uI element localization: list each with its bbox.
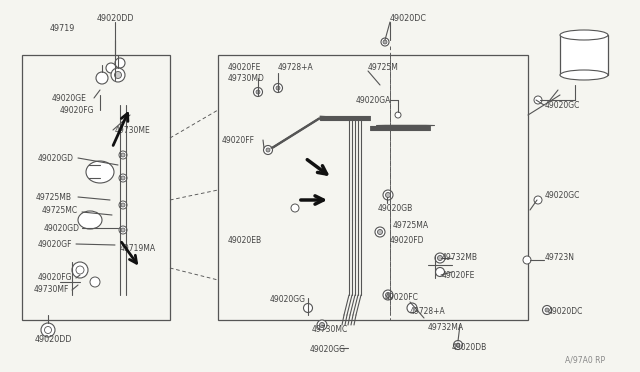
Circle shape xyxy=(121,176,125,180)
Circle shape xyxy=(276,86,280,90)
Text: 49020FG: 49020FG xyxy=(38,273,72,282)
Text: 49020FG: 49020FG xyxy=(60,106,95,115)
Text: 49020GA: 49020GA xyxy=(356,96,392,105)
Text: 49719MA: 49719MA xyxy=(120,244,156,253)
Circle shape xyxy=(383,40,387,44)
Text: 49020DB: 49020DB xyxy=(452,343,487,353)
Circle shape xyxy=(115,71,122,78)
Bar xyxy=(22,55,170,320)
Circle shape xyxy=(291,204,299,212)
Text: 49723N: 49723N xyxy=(545,253,575,263)
Text: 49730MD: 49730MD xyxy=(228,74,265,83)
Text: 49020GB: 49020GB xyxy=(378,203,413,212)
Circle shape xyxy=(545,308,549,312)
Text: 49725MB: 49725MB xyxy=(36,192,72,202)
Circle shape xyxy=(375,227,385,237)
Circle shape xyxy=(119,201,127,209)
Circle shape xyxy=(395,112,401,118)
Text: 49020GC: 49020GC xyxy=(545,190,580,199)
Text: 49020GF: 49020GF xyxy=(38,240,72,248)
Circle shape xyxy=(72,262,88,278)
Circle shape xyxy=(41,323,55,337)
Text: 49020GD: 49020GD xyxy=(44,224,80,232)
Text: 49020GG: 49020GG xyxy=(270,295,306,305)
Text: 49730MC: 49730MC xyxy=(312,326,348,334)
Circle shape xyxy=(435,267,445,276)
Circle shape xyxy=(115,58,125,68)
Circle shape xyxy=(383,290,393,300)
Text: 49020FE: 49020FE xyxy=(228,62,261,71)
Circle shape xyxy=(121,203,125,207)
Circle shape xyxy=(317,320,327,330)
Circle shape xyxy=(76,266,84,274)
Circle shape xyxy=(319,323,324,327)
Circle shape xyxy=(256,90,260,94)
Text: 49725MC: 49725MC xyxy=(42,205,78,215)
Circle shape xyxy=(383,190,393,200)
Text: 49020DD: 49020DD xyxy=(35,336,72,344)
Circle shape xyxy=(454,340,463,350)
Text: 49020GC: 49020GC xyxy=(545,100,580,109)
Text: 49020GG: 49020GG xyxy=(310,346,346,355)
Circle shape xyxy=(119,151,127,159)
Ellipse shape xyxy=(78,211,102,229)
Text: 49732MA: 49732MA xyxy=(428,324,464,333)
Text: 49020FD: 49020FD xyxy=(390,235,424,244)
Bar xyxy=(218,55,528,320)
Circle shape xyxy=(45,327,51,334)
Circle shape xyxy=(266,148,270,152)
Ellipse shape xyxy=(560,30,608,40)
Circle shape xyxy=(534,196,542,204)
Text: 49732MB: 49732MB xyxy=(442,253,478,263)
Text: 49020FF: 49020FF xyxy=(222,135,255,144)
Circle shape xyxy=(534,96,542,104)
Text: 49728+A: 49728+A xyxy=(278,62,314,71)
Circle shape xyxy=(381,38,389,46)
Bar xyxy=(560,35,608,75)
Text: 49020GD: 49020GD xyxy=(38,154,74,163)
Text: 49725MA: 49725MA xyxy=(393,221,429,230)
Circle shape xyxy=(303,304,312,312)
Text: 49020GE: 49020GE xyxy=(52,93,87,103)
Circle shape xyxy=(111,68,125,82)
Circle shape xyxy=(456,343,460,347)
Circle shape xyxy=(407,303,417,313)
Text: 49730ME: 49730ME xyxy=(115,125,151,135)
Circle shape xyxy=(119,226,127,234)
Circle shape xyxy=(90,277,100,287)
Text: A/97A0 RP: A/97A0 RP xyxy=(565,356,605,365)
Text: 49730MF: 49730MF xyxy=(34,285,69,295)
Circle shape xyxy=(119,174,127,182)
Text: 49728+A: 49728+A xyxy=(410,308,445,317)
Circle shape xyxy=(264,145,273,154)
Circle shape xyxy=(438,256,442,260)
Circle shape xyxy=(106,63,116,73)
Circle shape xyxy=(385,292,390,298)
Circle shape xyxy=(523,256,531,264)
Circle shape xyxy=(96,72,108,84)
Circle shape xyxy=(435,253,445,263)
Text: 49020EB: 49020EB xyxy=(228,235,262,244)
Text: 49719: 49719 xyxy=(50,23,76,32)
Circle shape xyxy=(121,153,125,157)
Circle shape xyxy=(273,83,282,93)
Text: 49020DC: 49020DC xyxy=(548,308,584,317)
Circle shape xyxy=(385,192,390,198)
Text: 49020DC: 49020DC xyxy=(390,13,427,22)
Ellipse shape xyxy=(86,161,114,183)
Circle shape xyxy=(121,228,125,232)
Circle shape xyxy=(378,230,383,234)
Text: 49020DD: 49020DD xyxy=(96,13,134,22)
Text: 49725M: 49725M xyxy=(368,62,399,71)
Ellipse shape xyxy=(560,70,608,80)
Text: 49020FC: 49020FC xyxy=(385,294,419,302)
Circle shape xyxy=(253,87,262,96)
Text: 49020FE: 49020FE xyxy=(442,270,476,279)
Circle shape xyxy=(543,305,552,314)
